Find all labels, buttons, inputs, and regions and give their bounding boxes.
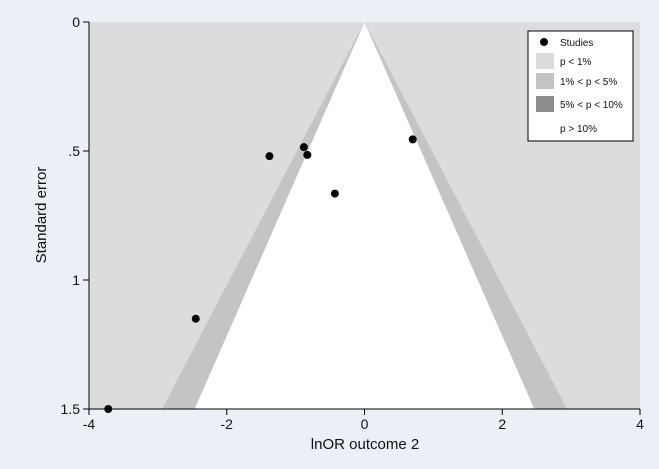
x-tick-label: 4 bbox=[636, 416, 644, 432]
x-tick-label: 2 bbox=[498, 416, 506, 432]
legend-studies-marker bbox=[540, 38, 548, 46]
y-tick-label: 0 bbox=[72, 14, 80, 30]
y-tick-label: .5 bbox=[68, 143, 80, 159]
legend-label: 5% < p < 10% bbox=[560, 100, 623, 111]
x-tick-label: -4 bbox=[83, 416, 96, 432]
legend-swatch bbox=[536, 96, 554, 112]
study-point bbox=[265, 152, 274, 161]
y-tick-label: 1 bbox=[72, 272, 80, 288]
legend-label: p > 10% bbox=[560, 124, 597, 135]
legend-label: 1% < p < 5% bbox=[560, 77, 617, 88]
legend-swatch bbox=[536, 53, 554, 69]
legend: Studies p < 1% 1% < p < 5% 5% < p < 10% p > … bbox=[527, 30, 634, 142]
contour-region-p-gt-10 bbox=[194, 22, 535, 409]
study-point bbox=[303, 150, 312, 159]
y-tick-label: 1.5 bbox=[61, 401, 81, 417]
x-tick-label: 0 bbox=[361, 416, 369, 432]
study-point bbox=[104, 405, 113, 413]
study-point bbox=[191, 314, 200, 323]
x-tick-label: -2 bbox=[221, 416, 234, 432]
axes: -4 -2 0 2 4 0 .5 1 1.5 bbox=[61, 14, 645, 432]
study-point bbox=[330, 189, 339, 198]
legend-label: p < 1% bbox=[560, 57, 592, 68]
study-point bbox=[408, 135, 417, 144]
y-axis-title: Standard error bbox=[33, 167, 50, 264]
legend-label: Studies bbox=[560, 38, 593, 49]
data-points bbox=[104, 135, 417, 413]
study-point bbox=[299, 143, 308, 152]
legend-swatch bbox=[536, 73, 554, 89]
x-axis-title: lnOR outcome 2 bbox=[311, 436, 419, 453]
